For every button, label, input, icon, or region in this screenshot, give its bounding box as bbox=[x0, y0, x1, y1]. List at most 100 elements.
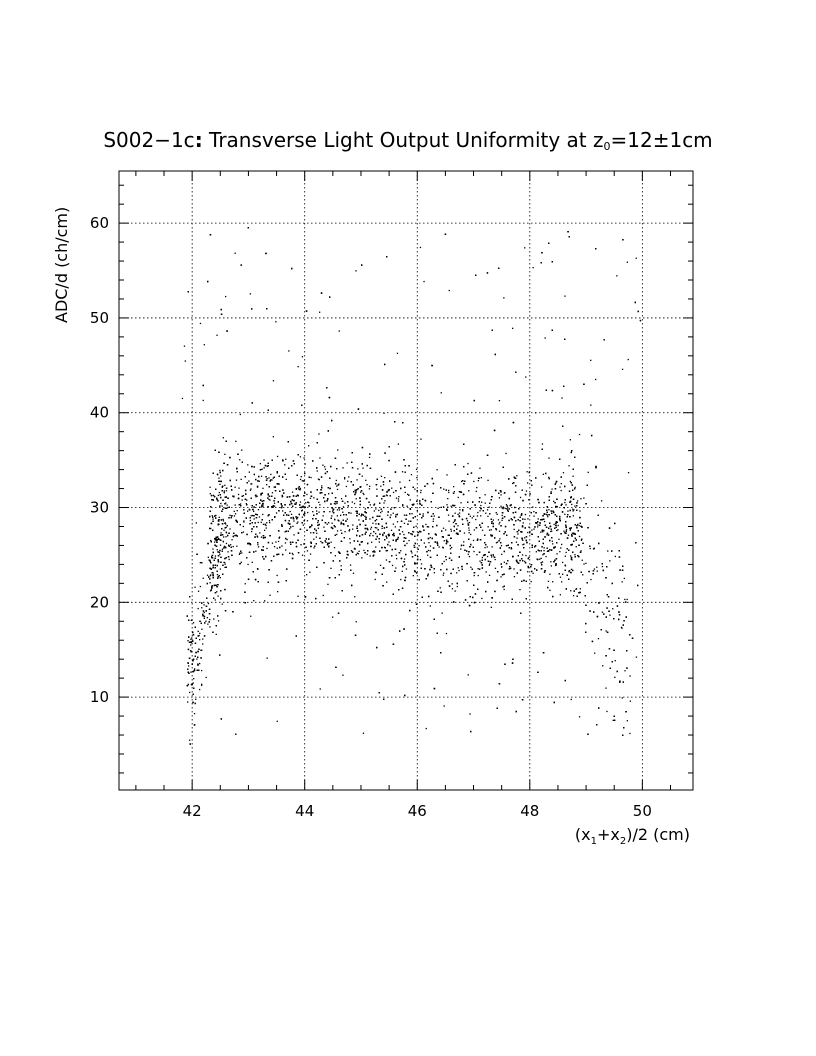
scatter-point bbox=[593, 568, 596, 570]
scatter-point bbox=[374, 578, 376, 581]
scatter-point bbox=[488, 564, 490, 566]
scatter-point bbox=[366, 484, 368, 486]
scatter-point bbox=[514, 511, 517, 513]
scatter-point bbox=[247, 464, 249, 466]
scatter-point bbox=[380, 511, 382, 514]
scatter-point bbox=[202, 399, 204, 402]
scatter-point bbox=[569, 527, 571, 529]
scatter-point bbox=[515, 371, 517, 373]
scatter-point bbox=[429, 536, 431, 539]
scatter-point bbox=[234, 504, 236, 506]
scatter-point bbox=[525, 598, 527, 600]
scatter-point bbox=[531, 484, 533, 486]
scatter-point bbox=[345, 485, 348, 488]
scatter-point bbox=[266, 522, 268, 524]
scatter-point bbox=[384, 477, 386, 479]
scatter-point bbox=[390, 508, 392, 510]
scatter-point bbox=[508, 519, 510, 522]
scatter-point bbox=[453, 520, 456, 522]
scatter-point bbox=[637, 584, 639, 587]
scatter-point bbox=[464, 599, 467, 601]
scatter-point bbox=[217, 538, 219, 540]
scatter-point bbox=[249, 489, 252, 491]
scatter-point bbox=[414, 562, 416, 564]
scatter-point bbox=[412, 504, 414, 506]
scatter-point bbox=[215, 633, 217, 635]
scatter-point bbox=[260, 475, 263, 477]
scatter-point bbox=[364, 508, 366, 510]
scatter-point bbox=[210, 527, 212, 530]
scatter-point bbox=[437, 590, 439, 592]
scatter-point bbox=[209, 618, 211, 621]
scatter-point bbox=[238, 487, 240, 489]
scatter-point bbox=[226, 504, 228, 506]
scatter-point bbox=[488, 506, 490, 508]
scatter-point bbox=[500, 494, 502, 496]
scatter-point bbox=[194, 668, 196, 670]
scatter-point bbox=[372, 516, 374, 519]
scatter-point bbox=[216, 539, 218, 541]
scatter-point bbox=[573, 533, 575, 535]
scatter-point bbox=[355, 490, 357, 493]
scatter-point bbox=[541, 546, 543, 548]
scatter-point bbox=[546, 547, 548, 549]
scatter-point bbox=[319, 457, 321, 459]
scatter-point bbox=[411, 533, 413, 536]
scatter-point bbox=[194, 586, 196, 588]
scatter-point bbox=[201, 649, 203, 651]
scatter-point bbox=[541, 561, 544, 563]
scatter-point bbox=[537, 671, 539, 673]
scatter-point bbox=[417, 548, 419, 550]
scatter-point bbox=[545, 555, 547, 558]
scatter-point bbox=[614, 522, 616, 525]
scatter-point bbox=[275, 541, 277, 543]
scatter-point bbox=[416, 509, 418, 512]
scatter-point bbox=[354, 489, 356, 491]
scatter-point bbox=[395, 567, 397, 569]
scatter-point bbox=[248, 471, 250, 473]
scatter-point bbox=[351, 501, 353, 503]
scatter-point bbox=[265, 476, 267, 478]
scatter-point bbox=[527, 518, 529, 520]
scatter-point bbox=[470, 566, 472, 568]
scatter-point bbox=[501, 574, 504, 576]
scatter-point bbox=[284, 519, 287, 522]
scatter-point bbox=[404, 564, 406, 566]
scatter-point bbox=[344, 477, 346, 479]
scatter-point bbox=[522, 544, 524, 546]
scatter-point bbox=[481, 529, 484, 531]
scatter-point bbox=[477, 568, 479, 570]
scatter-point bbox=[212, 518, 214, 520]
scatter-point bbox=[316, 470, 318, 472]
scatter-point bbox=[210, 494, 213, 497]
scatter-point bbox=[220, 718, 222, 720]
scatter-point bbox=[337, 612, 340, 614]
scatter-point bbox=[578, 716, 581, 718]
scatter-point bbox=[559, 576, 562, 578]
scatter-point bbox=[324, 466, 326, 468]
scatter-point bbox=[479, 467, 481, 469]
scatter-point bbox=[212, 631, 214, 633]
scatter-point bbox=[527, 482, 529, 484]
scatter-point bbox=[539, 558, 541, 560]
scatter-point bbox=[486, 509, 489, 511]
scatter-point bbox=[245, 503, 247, 505]
scatter-point bbox=[212, 516, 214, 518]
scatter-point bbox=[375, 519, 378, 521]
scatter-point bbox=[312, 511, 314, 513]
scatter-point bbox=[505, 452, 507, 455]
scatter-point bbox=[365, 479, 367, 481]
scatter-point bbox=[202, 638, 204, 640]
scatter-point bbox=[367, 528, 369, 531]
scatter-point bbox=[500, 491, 502, 493]
title-suffix: =12±1cm bbox=[610, 128, 713, 152]
scatter-point bbox=[285, 549, 287, 551]
scatter-point bbox=[551, 530, 553, 532]
scatter-point bbox=[225, 532, 228, 534]
scatter-point bbox=[500, 576, 502, 578]
scatter-point bbox=[205, 676, 207, 679]
scatter-point bbox=[405, 537, 407, 539]
scatter-point bbox=[443, 572, 445, 574]
scatter-point bbox=[313, 538, 315, 540]
scatter-point bbox=[277, 591, 279, 593]
